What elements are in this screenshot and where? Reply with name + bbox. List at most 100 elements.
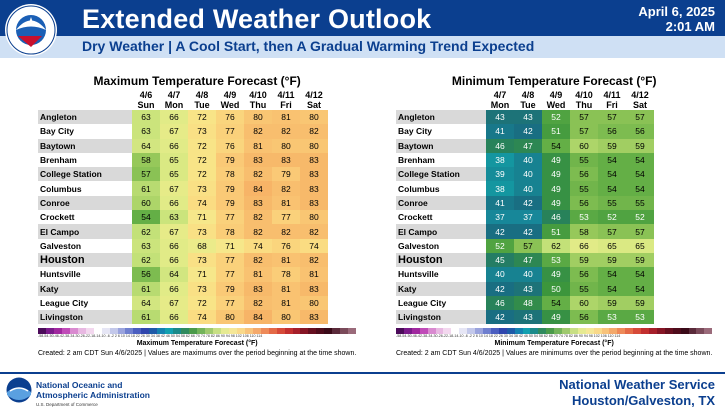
temp-cell: 46 xyxy=(486,295,514,311)
temp-cell: 60 xyxy=(570,295,598,311)
date-header: 4/12 xyxy=(305,90,323,100)
temp-cell: 59 xyxy=(598,295,626,311)
colorbar-swatch xyxy=(348,328,357,335)
office-line1: National Weather Service xyxy=(559,377,715,392)
noaa-line2: Atmospheric Administration xyxy=(36,390,150,400)
temp-cell: 39 xyxy=(486,167,514,182)
city-name: Brenham xyxy=(398,155,435,166)
temp-cell: 58 xyxy=(570,224,598,239)
temp-cell: 54 xyxy=(626,152,654,168)
colorbar-swatch xyxy=(403,328,412,335)
colorbar-swatch xyxy=(649,328,657,335)
date-header: 4/10 xyxy=(575,90,593,100)
temp-cell: 74 xyxy=(188,310,216,325)
table-row: Huntsville 56 64 71 77 81 78 81 xyxy=(38,267,328,282)
temp-cell: 80 xyxy=(300,138,328,153)
city-name: Crockett xyxy=(40,212,75,223)
temp-cell: 52 xyxy=(542,110,570,125)
colorbar-swatch xyxy=(696,328,705,335)
temp-cell: 82 xyxy=(244,224,272,239)
temp-cell: 38 xyxy=(486,181,514,196)
temp-cell: 57 xyxy=(570,110,598,125)
temp-cell: 65 xyxy=(160,167,188,182)
temp-cell: 40 xyxy=(486,267,514,282)
colorbar-swatch xyxy=(252,328,261,335)
temp-cell: 42 xyxy=(486,281,514,296)
temp-cell: 82 xyxy=(272,124,300,139)
temp-cell: 78 xyxy=(216,224,244,239)
temp-cell: 63 xyxy=(132,124,160,139)
table-row: Angleton 43 43 52 57 57 57 xyxy=(396,110,654,125)
nws-logo-icon xyxy=(5,4,57,56)
temp-cell: 81 xyxy=(300,267,328,282)
city-name: Huntsville xyxy=(40,269,81,280)
max-temp-table: 4/6 4/7 4/8 4/9 4/10 4/11 4/12 Sun Mon Tue Wed Thu… xyxy=(38,90,328,325)
temp-cell: 49 xyxy=(542,267,570,282)
noaa-line3: U.S. Department of Commerce xyxy=(36,402,98,407)
date-header: 4/11 xyxy=(277,90,295,100)
temp-cell: 72 xyxy=(188,152,216,168)
temp-cell: 49 xyxy=(542,167,570,182)
temp-cell: 54 xyxy=(542,295,570,311)
colorbar-swatch xyxy=(157,328,166,335)
table-row: Katy 61 66 73 79 83 81 83 xyxy=(38,281,328,296)
day-header: Tue xyxy=(194,100,210,110)
city-name: Angleton xyxy=(38,110,132,125)
temp-cell: 60 xyxy=(570,138,598,153)
temp-cell: 37 xyxy=(514,210,542,225)
city-name: El Campo xyxy=(38,224,132,239)
temp-cell: 66 xyxy=(160,281,188,296)
temp-cell: 55 xyxy=(598,195,626,211)
colorbar-swatch xyxy=(205,328,213,335)
colorbar-swatch xyxy=(53,328,62,335)
table-row: Columbus 38 40 49 55 54 54 xyxy=(396,181,654,196)
temp-cell: 82 xyxy=(244,167,272,182)
colorbar-swatch xyxy=(189,328,198,335)
date-header: 4/9 xyxy=(223,90,237,100)
temp-cell: 76 xyxy=(216,110,244,125)
colorbar-swatch xyxy=(475,328,483,335)
date-header: 4/8 xyxy=(521,90,535,100)
temp-cell: 83 xyxy=(300,195,328,211)
colorbar-swatch xyxy=(77,328,86,335)
temp-cell: 77 xyxy=(216,267,244,282)
temp-cell: 58 xyxy=(132,152,160,168)
temp-cell: 66 xyxy=(160,310,188,325)
temp-cell: 64 xyxy=(160,267,188,282)
city-name: Houston xyxy=(396,252,486,268)
temp-cell: 57 xyxy=(598,224,626,239)
temp-cell: 76 xyxy=(216,138,244,153)
colorbar-swatch xyxy=(546,328,555,335)
table-row: League City 46 48 54 60 59 59 xyxy=(396,295,654,311)
temp-cell: 73 xyxy=(188,281,216,296)
temp-cell: 79 xyxy=(216,281,244,296)
temp-cell: 83 xyxy=(300,152,328,168)
temp-cell: 52 xyxy=(626,210,654,225)
colorbar-swatch xyxy=(593,328,602,335)
table-row: College Station 39 40 49 56 54 54 xyxy=(396,167,654,182)
city-name: Galveston xyxy=(40,240,82,251)
temp-cell: 56 xyxy=(626,124,654,139)
day-header: Tue xyxy=(520,100,536,110)
temp-cell: 84 xyxy=(244,310,272,325)
temp-cell: 81 xyxy=(244,138,272,153)
colorbar-swatch xyxy=(396,328,404,335)
colorbar-swatch xyxy=(276,328,285,335)
colorbar-swatch xyxy=(482,328,491,335)
issue-time: 2:01 AM xyxy=(665,19,715,34)
temp-cell: 77 xyxy=(216,252,244,268)
temp-cell: 51 xyxy=(542,224,570,239)
colorbar-swatch xyxy=(451,328,460,335)
colorbar-swatch xyxy=(680,328,689,335)
temp-cell: 71 xyxy=(188,267,216,282)
max-colorbar-ticks: -58-54-50-46-42-38-34-30-26-22-18-14-10 … xyxy=(38,334,263,339)
subtitle-band xyxy=(0,36,725,58)
table-row: Brenham 38 40 49 55 54 54 xyxy=(396,152,654,168)
date-row: 4/7 4/8 4/9 4/10 4/11 4/12 xyxy=(396,90,654,100)
table-row: Conroe 41 42 49 56 55 55 xyxy=(396,195,654,211)
city-name: Angleton xyxy=(396,110,486,125)
office-line2: Houston/Galveston, TX xyxy=(571,393,715,408)
city-name: College Station xyxy=(38,167,132,182)
colorbar-swatch xyxy=(656,328,665,335)
colorbar-swatch xyxy=(149,328,158,335)
